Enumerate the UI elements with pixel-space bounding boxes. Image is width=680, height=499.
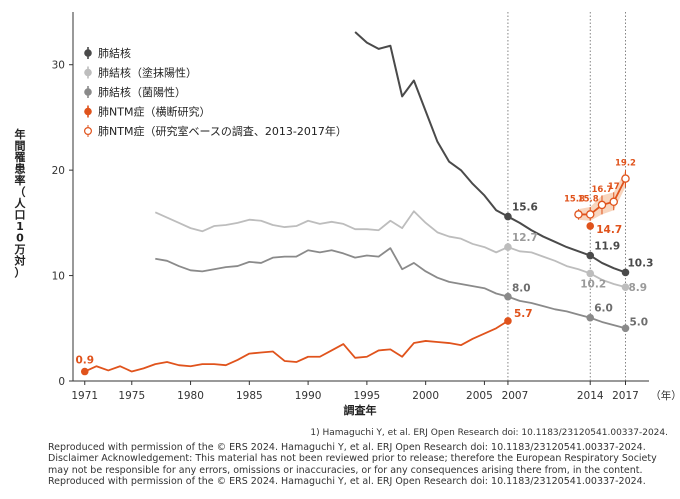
y-axis-title-char: 患 bbox=[15, 162, 26, 176]
data-label: 10.3 bbox=[627, 257, 653, 269]
footer-text: Reproduced with permission of the © ERS … bbox=[48, 442, 673, 488]
legend-label: 肺NTM症（横断研究） bbox=[98, 105, 210, 119]
data-label: 11.9 bbox=[594, 241, 620, 253]
data-point bbox=[504, 212, 512, 221]
y-tick-label: 0 bbox=[58, 376, 65, 388]
series-line bbox=[155, 247, 626, 330]
data-label: 8.9 bbox=[628, 282, 647, 294]
x-axis-title: 調査年 bbox=[344, 403, 377, 417]
y-axis-title-char: （ bbox=[15, 186, 26, 199]
legend-label: 肺結核（塗抹陽性） bbox=[98, 66, 197, 80]
data-point bbox=[586, 251, 595, 260]
data-point bbox=[597, 200, 607, 210]
legend-marker bbox=[84, 68, 92, 77]
x-tick-label: 1995 bbox=[354, 390, 381, 402]
y-tick-label: 10 bbox=[52, 271, 65, 283]
data-label: 5.0 bbox=[629, 316, 648, 328]
footer-disclaimer: Disclaimer Acknowledgement: This materia… bbox=[48, 453, 657, 488]
footer-permission: Reproduced with permission of the © ERS … bbox=[48, 442, 646, 453]
x-tick-label: 2005 bbox=[466, 390, 493, 402]
x-unit-label: （年） bbox=[650, 389, 680, 402]
y-axis-title-char: ） bbox=[15, 266, 26, 279]
data-label: 8.0 bbox=[512, 283, 531, 295]
y-axis-title-char: 率 bbox=[15, 173, 26, 187]
series-line bbox=[84, 320, 509, 373]
y-axis-title-char: 罹 bbox=[15, 151, 26, 164]
x-tick-label: 1975 bbox=[118, 390, 145, 402]
y-tick-label: 20 bbox=[52, 165, 65, 177]
data-label: 0.9 bbox=[75, 355, 94, 367]
data-point bbox=[621, 268, 630, 277]
data-point bbox=[586, 313, 595, 322]
x-tick-label: 1971 bbox=[71, 390, 98, 402]
data-label: 10.2 bbox=[580, 278, 606, 290]
x-tick-label: 1985 bbox=[236, 390, 263, 402]
y-axis-title-char: 間 bbox=[15, 140, 26, 153]
data-label: 16.7 bbox=[591, 185, 612, 195]
x-tick-label: 1980 bbox=[177, 390, 204, 402]
data-point bbox=[609, 197, 618, 207]
x-tick-label: 2007 bbox=[502, 390, 529, 402]
y-axis-title-char: 年 bbox=[15, 127, 26, 141]
data-point bbox=[621, 283, 630, 291]
legend-label: 肺結核 bbox=[98, 46, 131, 60]
y-axis-title-char: 口 bbox=[15, 209, 26, 222]
data-label: 15.8 bbox=[564, 194, 585, 204]
data-point bbox=[586, 269, 595, 278]
data-point bbox=[621, 174, 630, 183]
data-point bbox=[504, 317, 512, 325]
y-tick-label: 30 bbox=[52, 60, 65, 72]
y-axis-title-char: 人 bbox=[15, 196, 27, 210]
data-label: 15.8 bbox=[578, 194, 599, 204]
series-line bbox=[354, 31, 626, 274]
data-label: 6.0 bbox=[594, 303, 613, 315]
y-axis-title-char: 0 bbox=[16, 232, 24, 245]
data-point bbox=[504, 243, 512, 251]
x-tick-label: 2014 bbox=[577, 390, 604, 402]
y-axis-title-char: 万 bbox=[14, 243, 26, 256]
legend-marker bbox=[84, 49, 92, 57]
data-label: 19.2 bbox=[615, 159, 636, 169]
data-point bbox=[585, 210, 595, 219]
data-point bbox=[80, 367, 89, 376]
legend-marker bbox=[84, 88, 92, 96]
y-axis-title: 年間罹患率（人口 1 0 万対） bbox=[14, 127, 27, 279]
data-point bbox=[574, 210, 583, 219]
data-point bbox=[586, 222, 595, 230]
data-point bbox=[621, 324, 630, 333]
legend-label: 肺結核（菌陽性） bbox=[98, 85, 186, 99]
y-axis-title-char: 対 bbox=[14, 254, 26, 268]
x-tick-label: 2017 bbox=[612, 390, 639, 402]
data-label: 14.7 bbox=[596, 224, 622, 236]
x-tick-label: 1990 bbox=[295, 390, 322, 402]
data-label: 17 bbox=[608, 182, 620, 192]
x-tick-label: 2000 bbox=[412, 390, 439, 402]
data-point bbox=[504, 292, 512, 301]
data-label: 12.7 bbox=[512, 232, 538, 244]
data-label: 15.6 bbox=[512, 202, 538, 214]
series-line bbox=[154, 210, 626, 289]
legend-marker bbox=[84, 107, 92, 116]
data-label: 5.7 bbox=[514, 308, 533, 320]
legend-label: 肺NTM症（研究室ベースの調査、2013-2017年） bbox=[98, 124, 347, 138]
y-axis-title-char: 1 bbox=[16, 220, 24, 233]
legend-marker bbox=[83, 126, 92, 135]
reference-note: 1) Hamaguchi Y, et al. ERJ Open Research… bbox=[310, 428, 668, 438]
